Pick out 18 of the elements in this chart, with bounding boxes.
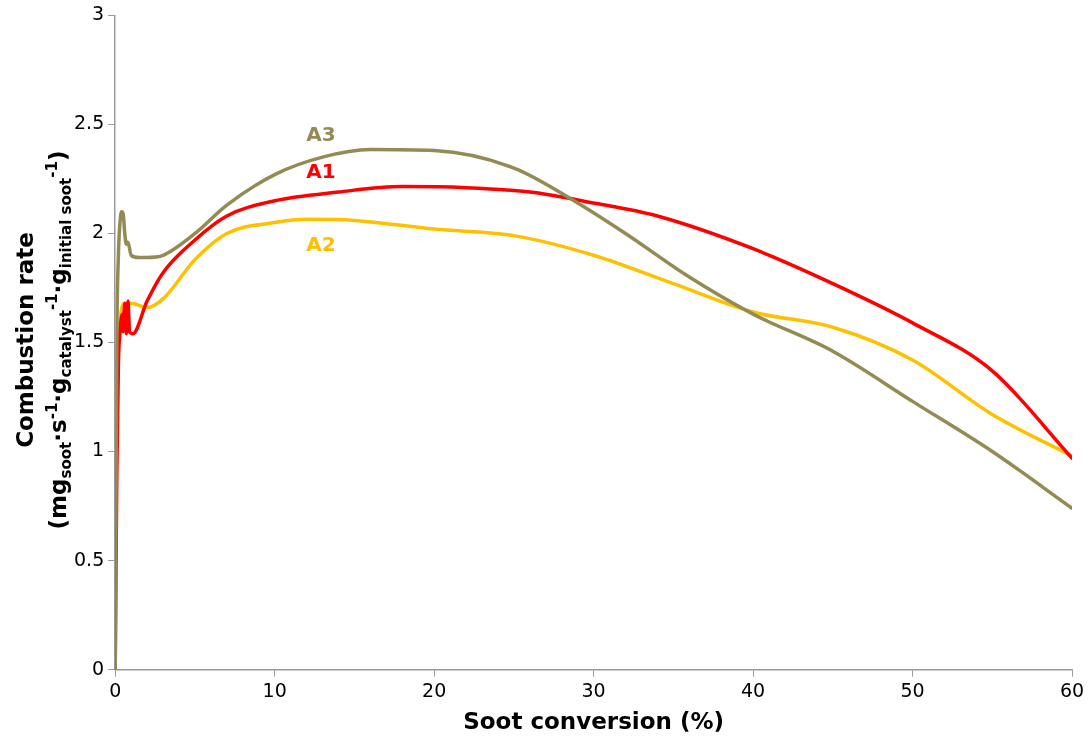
series-label: A2: [306, 231, 336, 256]
x-tick-label: 60: [1059, 678, 1085, 701]
y-tick-label: 1: [92, 438, 105, 461]
y-tick-label: 3: [92, 2, 105, 25]
x-tick-label: 20: [422, 678, 447, 701]
x-tick-label: 10: [262, 678, 287, 701]
x-tick-label: 40: [740, 678, 766, 701]
x-tick-label: 30: [581, 678, 606, 701]
y-tick-label: 0.5: [74, 547, 105, 570]
y-tick-label: 2: [92, 220, 105, 243]
series-label: A1: [306, 158, 336, 183]
series-label: A3: [306, 121, 336, 146]
y-tick-label: 2.5: [74, 111, 105, 134]
x-tick-label: 0: [109, 678, 122, 701]
y-tick-label: 1.5: [74, 329, 105, 352]
x-tick-label: 50: [900, 678, 925, 701]
x-axis-title: Soot conversion (%): [463, 708, 724, 735]
y-tick-label: 0: [92, 656, 105, 679]
